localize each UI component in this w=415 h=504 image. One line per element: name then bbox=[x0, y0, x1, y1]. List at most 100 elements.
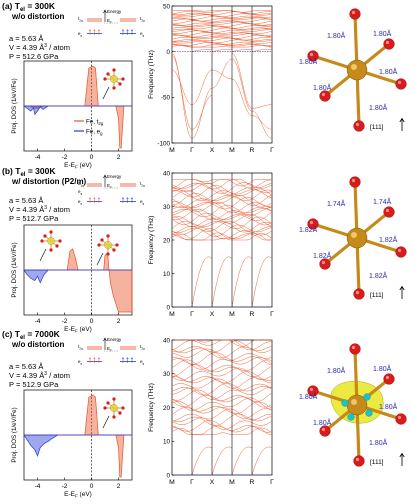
fermi-level-label: EF bbox=[107, 183, 112, 190]
atom-highlight bbox=[355, 290, 360, 295]
fe-o-octahedron: 1.74Å 1.82Å 1.82Å 1.82Å 1.82Å 1.74Å [111] bbox=[299, 176, 407, 300]
dos-plot: -4 -2 0 2 E-EF (eV) Proj. DOS (1/eV/Fe) Fe, t2… bbox=[11, 60, 133, 170]
atom-highlight bbox=[385, 40, 390, 45]
phonon-branch bbox=[171, 212, 273, 226]
acoustic-branch bbox=[211, 256, 233, 308]
oxygen-atom bbox=[349, 176, 361, 188]
oxygen-atom bbox=[307, 218, 319, 230]
bond-length-label: 1.82Å bbox=[379, 235, 398, 244]
panel-b-distortion: w/ distortion (P2/m) bbox=[11, 177, 87, 186]
phonon-branch bbox=[171, 189, 273, 202]
inset-oxygen-atom bbox=[112, 397, 116, 401]
acoustic-branch bbox=[231, 49, 253, 52]
bond-length-label: 1.80Å bbox=[379, 67, 398, 76]
oxygen-atom bbox=[307, 50, 319, 62]
phonon-branch bbox=[171, 417, 273, 430]
atom-highlight bbox=[351, 232, 357, 238]
phonon-branch bbox=[171, 427, 273, 435]
level-left-top: t2g bbox=[78, 344, 83, 351]
energy-level-diagram: Energy t2g EF t2g eg eg bbox=[78, 9, 145, 38]
spin-arrow-icon bbox=[88, 197, 92, 203]
phonon-branch bbox=[171, 30, 273, 35]
atom-highlight bbox=[351, 345, 356, 350]
spin-arrow-icon bbox=[126, 357, 129, 363]
oxygen-atom bbox=[395, 246, 407, 258]
atom-highlight bbox=[351, 399, 357, 405]
phonon-branch bbox=[171, 389, 273, 402]
bond-length-label: 1.80Å bbox=[369, 103, 388, 112]
phonon-branch bbox=[171, 346, 273, 359]
phonon-branch bbox=[171, 34, 273, 39]
inset-oxygen-atom bbox=[112, 415, 116, 419]
inset-oxygen-atom bbox=[115, 243, 119, 247]
dos-ylabel: Proj. DOS (1/eV/Fe) bbox=[11, 242, 18, 297]
dos-xtick-label: 2 bbox=[117, 318, 121, 325]
phonon-ytick-label: 30 bbox=[163, 204, 171, 211]
phonon-branch bbox=[171, 339, 272, 347]
phonon-branch bbox=[171, 37, 273, 42]
panel-c: (c) Tel = 7000K w/o distortion a = 5.63 … bbox=[2, 329, 70, 389]
spin-arrow-icon bbox=[130, 357, 134, 363]
phonon-branch bbox=[171, 228, 273, 241]
atom-highlight bbox=[351, 10, 356, 15]
phonon-branch bbox=[171, 397, 273, 411]
dos-xtick-label: -2 bbox=[62, 318, 68, 325]
phonon-branch bbox=[171, 13, 273, 18]
acoustic-branch bbox=[211, 446, 233, 476]
kpoint-label: Γ bbox=[270, 147, 274, 154]
dos-xtick-label: -4 bbox=[35, 154, 41, 161]
imaginary-branch bbox=[191, 69, 213, 105]
kpoint-label: M bbox=[169, 311, 175, 318]
energy-label: Energy bbox=[107, 9, 122, 14]
phonon-ytick-label: 0 bbox=[166, 49, 170, 56]
bond-length-label: 1.82Å bbox=[299, 225, 318, 234]
level-right-top: t2g bbox=[140, 181, 145, 188]
phonon-branch bbox=[171, 352, 273, 366]
level-left-top: a1g bbox=[78, 181, 84, 188]
imaginary-branch bbox=[211, 58, 233, 89]
phonon-branch bbox=[171, 201, 273, 214]
phonon-branch bbox=[171, 378, 273, 391]
oxygen-atom bbox=[319, 425, 331, 437]
inset-oxygen-atom bbox=[103, 406, 107, 410]
bond-length-label: 1.80Å bbox=[299, 57, 318, 66]
spin-arrow-icon bbox=[126, 29, 129, 35]
spin-arrow-icon bbox=[121, 357, 125, 363]
phonon-branch bbox=[171, 371, 273, 384]
phonon-ylabel: Frequency (THz) bbox=[148, 216, 155, 265]
inset-oxygen-atom bbox=[118, 411, 122, 415]
imaginary-branch bbox=[251, 115, 273, 130]
dos-series-eg bbox=[23, 434, 132, 457]
phonon-plot: M Γ X M R Γ 0 10 20 30 40 Frequency (THz) bbox=[148, 337, 274, 486]
spin-arrow-icon bbox=[93, 29, 96, 35]
phonon-branch bbox=[171, 364, 273, 378]
panel-c-distortion: w/o distortion bbox=[11, 340, 65, 349]
atom-highlight bbox=[385, 375, 390, 380]
bond-length-label: 1.80Å bbox=[313, 418, 332, 427]
inset-oxygen-atom bbox=[100, 238, 104, 242]
panel-b-header: (b) Tel = 300K bbox=[2, 166, 56, 178]
phonon-branch bbox=[171, 209, 273, 221]
energy-arrow-icon bbox=[103, 9, 107, 14]
phonon-frame bbox=[171, 5, 273, 144]
phonon-branch bbox=[171, 32, 273, 37]
spin-arrow-icon bbox=[97, 29, 101, 35]
panel-a-distortion: w/o distortion bbox=[11, 12, 65, 21]
phonon-ytick-label: 10 bbox=[163, 439, 171, 446]
level-right-top: t2g bbox=[140, 344, 145, 351]
panel-b-graphics: Energy a1g EF t2g eg eg eg -4 -2 0 2 E-EF (eV) Proj.… bbox=[11, 170, 407, 334]
direction-arrow-icon bbox=[399, 117, 405, 131]
oxygen-atom bbox=[383, 373, 395, 385]
bond-length-label: 1.80Å bbox=[373, 364, 392, 373]
panel-b-pressure: P = 512.7 GPa bbox=[9, 214, 59, 223]
panel-c-pressure: P = 512.9 GPa bbox=[9, 380, 59, 389]
phonon-branch bbox=[171, 413, 273, 426]
kpoint-label: R bbox=[250, 311, 255, 318]
dos-ylabel: Proj. DOS (1/eV/Fe) bbox=[11, 407, 18, 462]
level-right-bottom: eg bbox=[140, 31, 145, 38]
dos-xtick-label: 0 bbox=[90, 318, 94, 325]
bond-length-label: 1.80Å bbox=[373, 29, 392, 38]
kpoint-label: X bbox=[210, 311, 215, 318]
energy-level-diagram: Energy t2g EF t2g eg eg bbox=[78, 337, 145, 366]
